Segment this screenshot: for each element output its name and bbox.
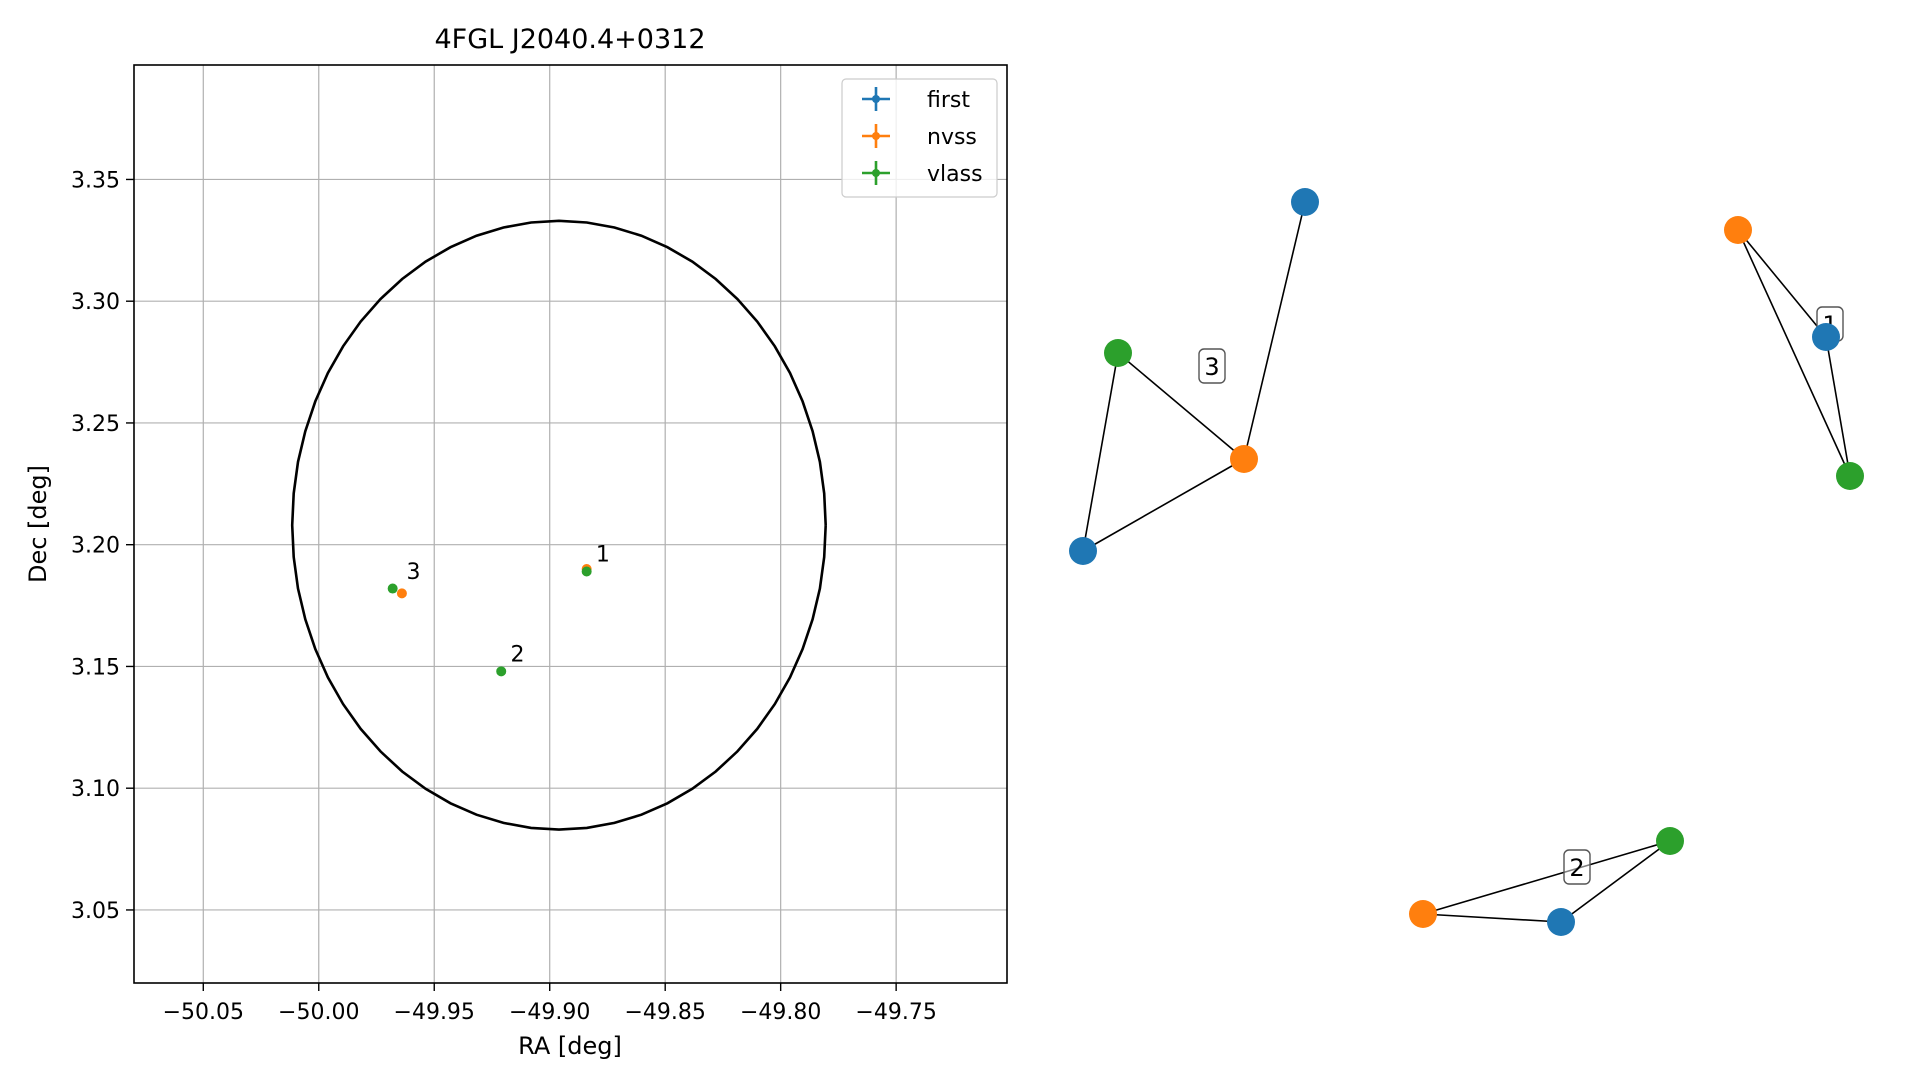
network-node-vlass bbox=[1836, 462, 1864, 490]
error-ellipse bbox=[290, 219, 827, 831]
network-edge bbox=[1737, 229, 1827, 338]
x-tick-label: −50.05 bbox=[163, 1000, 244, 1025]
legend: first nvss vlass bbox=[841, 78, 998, 198]
source-annotation: 1 bbox=[596, 543, 610, 568]
chart-title: 4FGL J2040.4+0312 bbox=[434, 24, 705, 55]
network-edge bbox=[1243, 201, 1306, 460]
network-node-first bbox=[1291, 188, 1319, 216]
network-edge bbox=[1422, 840, 1671, 915]
y-ticks: 3.05 3.10 3.15 3.20 3.25 3.30 3.35 bbox=[71, 168, 134, 924]
network-node-first bbox=[1547, 908, 1575, 936]
y-axis-label: Dec [deg] bbox=[24, 465, 52, 583]
legend-marker-dot bbox=[872, 95, 880, 103]
network-node-vlass bbox=[1104, 339, 1132, 367]
x-tick-label: −49.90 bbox=[509, 1000, 590, 1025]
vlass-point bbox=[581, 566, 592, 577]
network-edge bbox=[1737, 229, 1851, 477]
network-edge bbox=[1117, 352, 1245, 460]
x-tick-label: −49.75 bbox=[855, 1000, 936, 1025]
y-tick-label: 3.20 bbox=[71, 534, 120, 559]
source-annotation: 3 bbox=[407, 560, 421, 585]
network-node-vlass bbox=[1656, 827, 1684, 855]
legend-box bbox=[841, 78, 998, 198]
cluster-label-box bbox=[1563, 849, 1591, 885]
x-tick-label: −49.80 bbox=[740, 1000, 821, 1025]
network-node-nvss bbox=[1230, 445, 1258, 473]
network-panel: 123 bbox=[1069, 188, 1864, 936]
network-edges bbox=[1082, 201, 1851, 923]
cluster-label: 3 bbox=[1204, 353, 1219, 381]
plot-area bbox=[134, 65, 1007, 983]
network-labels: 123 bbox=[1198, 306, 1844, 885]
x-ticks: −50.05 −50.00 −49.95 −49.90 −49.85 −49.80 −49.… bbox=[163, 983, 937, 1025]
legend-label: first bbox=[927, 88, 970, 113]
plot-border bbox=[133, 64, 1008, 984]
network-node-first bbox=[1069, 537, 1097, 565]
cluster-label-box bbox=[1198, 348, 1226, 384]
annotations-layer: 1 2 3 bbox=[407, 543, 610, 668]
x-axis-label: RA [deg] bbox=[518, 1032, 622, 1060]
y-tick-label: 3.30 bbox=[71, 290, 120, 315]
points-layer bbox=[387, 564, 592, 677]
cluster-label: 2 bbox=[1569, 854, 1584, 882]
y-tick-label: 3.15 bbox=[71, 655, 120, 680]
nvss-point bbox=[396, 588, 407, 599]
y-tick-label: 3.10 bbox=[71, 777, 120, 802]
legend-label: nvss bbox=[927, 125, 977, 150]
network-node-nvss bbox=[1409, 900, 1437, 928]
x-tick-label: −49.95 bbox=[394, 1000, 475, 1025]
legend-label: vlass bbox=[927, 162, 983, 187]
network-edge bbox=[1825, 336, 1851, 477]
y-tick-label: 3.25 bbox=[71, 412, 120, 437]
network-nodes bbox=[1069, 188, 1864, 936]
network-node-first bbox=[1812, 323, 1840, 351]
x-tick-label: −49.85 bbox=[624, 1000, 705, 1025]
network-node-nvss bbox=[1724, 216, 1752, 244]
network-edge bbox=[1422, 913, 1562, 923]
scatter-panel: 1 2 3 −50.05 −50.00 −49.95 −49.90 −49.85 −49.80… bbox=[24, 24, 1008, 1060]
x-tick-label: −50.00 bbox=[278, 1000, 359, 1025]
network-edge bbox=[1560, 840, 1671, 923]
ellipse-layer bbox=[290, 219, 827, 831]
legend-marker-dot bbox=[872, 132, 880, 140]
network-edge bbox=[1082, 352, 1119, 552]
source-annotation: 2 bbox=[510, 643, 524, 668]
vlass-point bbox=[387, 583, 398, 594]
y-tick-label: 3.05 bbox=[71, 899, 120, 924]
vlass-point bbox=[496, 666, 507, 677]
network-edge bbox=[1082, 458, 1245, 552]
y-tick-label: 3.35 bbox=[71, 168, 120, 193]
legend-marker-dot bbox=[872, 169, 880, 177]
